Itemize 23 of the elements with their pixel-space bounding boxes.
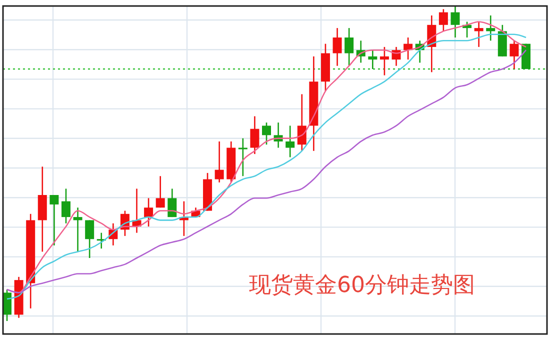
candlestick: [438, 8, 448, 32]
candlestick: [474, 21, 484, 48]
candlestick: [50, 194, 59, 246]
candlestick: [510, 40, 519, 70]
candlestick: [262, 122, 271, 146]
candlestick: [85, 220, 94, 259]
candlestick: [156, 175, 165, 208]
candlestick: [380, 46, 389, 76]
candlestick: [286, 125, 295, 158]
candlestick: [368, 49, 378, 70]
candlestick: [250, 116, 260, 155]
candlestick: [450, 5, 460, 38]
candlestick: [238, 138, 248, 177]
candlestick: [486, 14, 496, 42]
candlestick: [144, 198, 154, 228]
candlestick: [168, 188, 177, 218]
candlestick: [332, 27, 342, 66]
candlestick: [344, 27, 354, 66]
text: 现货黄金60分钟走势图: [249, 273, 475, 298]
candlestick: [73, 206, 82, 252]
candlestick: [61, 188, 70, 224]
candlestick: [297, 94, 306, 152]
candlestick: [214, 140, 224, 184]
